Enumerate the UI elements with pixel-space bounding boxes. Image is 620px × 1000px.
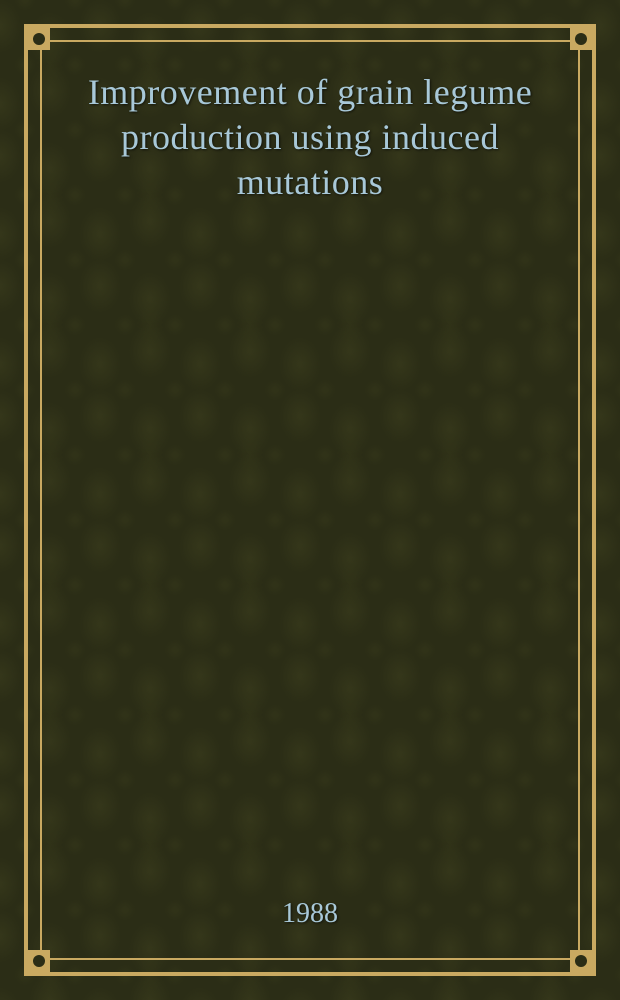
corner-ornament-top-left bbox=[28, 28, 50, 50]
publication-year: 1988 bbox=[0, 898, 620, 930]
corner-ornament-bottom-right bbox=[570, 950, 592, 972]
title-block: Improvement of grain legume production u… bbox=[60, 70, 560, 205]
book-title: Improvement of grain legume production u… bbox=[60, 70, 560, 205]
corner-ornament-bottom-left bbox=[28, 950, 50, 972]
corner-ornament-top-right bbox=[570, 28, 592, 50]
year-block: 1988 bbox=[0, 898, 620, 930]
